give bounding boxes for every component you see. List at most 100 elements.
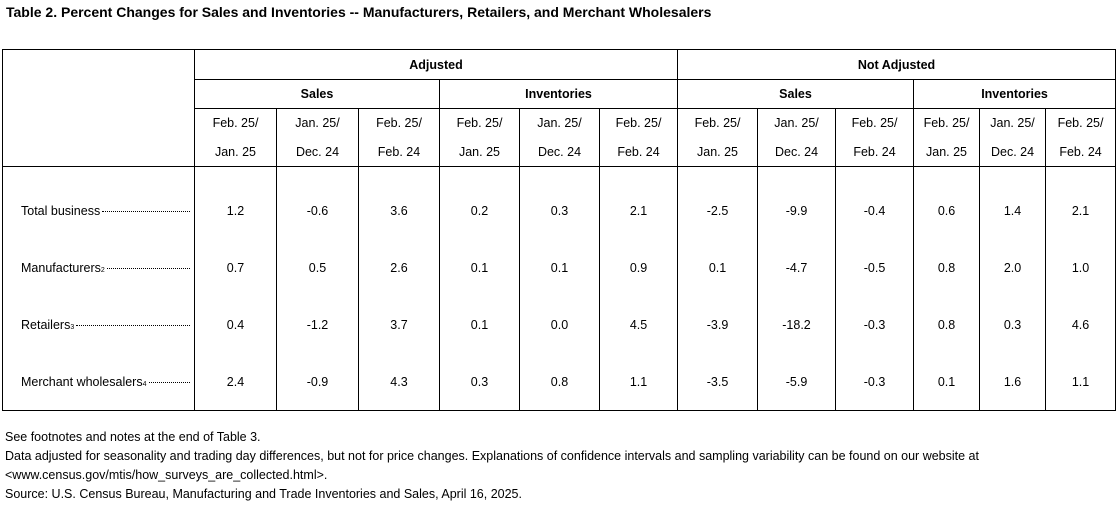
period-header-top: Feb. 25/ — [913, 108, 981, 138]
value-cell: -0.5 — [835, 239, 915, 297]
period-header-top: Feb. 25/ — [439, 108, 520, 138]
table-row: Merchant wholesalers 4 2.4 -0.9 4.3 0.3 0.8 1.1… — [2, 353, 1117, 411]
percent-changes-table: Adjusted Not Adjusted Sales Inventories … — [2, 49, 1117, 411]
value-cell: -3.5 — [677, 353, 759, 411]
period-header-bottom: Jan. 25 — [913, 137, 981, 167]
period-header-bottom: Dec. 24 — [276, 137, 359, 167]
not-adjusted-inventories-header: Inventories — [913, 79, 1117, 109]
period-header-bottom: Jan. 25 — [677, 137, 759, 167]
period-header-bottom: Jan. 25 — [194, 137, 277, 167]
value-cell: 2.1 — [1045, 182, 1117, 240]
table-title: Table 2. Percent Changes for Sales and I… — [6, 4, 712, 20]
note-line: <www.census.gov/mtis/how_surveys_are_col… — [5, 468, 328, 482]
value-cell: 1.0 — [1045, 239, 1117, 297]
value-cell: 0.8 — [913, 296, 981, 354]
value-cell: 0.6 — [913, 182, 981, 240]
note-line: Data adjusted for seasonality and tradin… — [5, 449, 979, 463]
value-cell: -0.6 — [276, 182, 359, 240]
leader-dots — [148, 381, 190, 383]
period-header-top: Feb. 25/ — [835, 108, 915, 138]
value-cell: -2.5 — [677, 182, 759, 240]
value-cell: 0.2 — [439, 182, 520, 240]
value-cell: 1.6 — [979, 353, 1047, 411]
value-cell: -0.4 — [835, 182, 915, 240]
period-header-bottom: Feb. 24 — [358, 137, 440, 167]
value-cell: -4.7 — [757, 239, 837, 297]
not-adjusted-sales-header: Sales — [677, 79, 915, 109]
period-header-top: Feb. 25/ — [599, 108, 679, 138]
spacer-row — [2, 166, 1117, 183]
period-header-top: Feb. 25/ — [194, 108, 277, 138]
adjusted-header: Adjusted — [194, 49, 679, 80]
value-cell: -18.2 — [757, 296, 837, 354]
value-cell: -5.9 — [757, 353, 837, 411]
value-cell: 1.1 — [1045, 353, 1117, 411]
row-label-cell: Merchant wholesalers 4 — [2, 353, 195, 411]
row-label: Manufacturers — [21, 261, 101, 275]
value-cell: 0.1 — [913, 353, 981, 411]
value-cell: 0.1 — [519, 239, 600, 297]
table-row: Total business 1.2 -0.6 3.6 0.2 0.3 2.1 -2.5 -9.… — [2, 182, 1117, 240]
value-cell: 0.8 — [913, 239, 981, 297]
value-cell: 2.0 — [979, 239, 1047, 297]
value-cell: 3.6 — [358, 182, 440, 240]
value-cell: 1.4 — [979, 182, 1047, 240]
period-header-bottom: Dec. 24 — [979, 137, 1047, 167]
value-cell: 0.3 — [519, 182, 600, 240]
period-header-top: Jan. 25/ — [757, 108, 837, 138]
adjusted-inventories-header: Inventories — [439, 79, 679, 109]
value-cell: -0.3 — [835, 296, 915, 354]
value-cell: 0.9 — [599, 239, 679, 297]
row-label-cell: Retailers 3 — [2, 296, 195, 354]
row-label: Retailers — [21, 318, 71, 332]
value-cell: 4.5 — [599, 296, 679, 354]
value-cell: 0.5 — [276, 239, 359, 297]
value-cell: 1.2 — [194, 182, 277, 240]
table-row: Manufacturers 2 0.7 0.5 2.6 0.1 0.1 0.9 0.1 -4.7-… — [2, 239, 1117, 297]
value-cell: -1.2 — [276, 296, 359, 354]
value-cell: 0.1 — [677, 239, 759, 297]
period-header-top: Jan. 25/ — [276, 108, 359, 138]
period-header-bottom: Feb. 24 — [599, 137, 679, 167]
value-cell: 2.4 — [194, 353, 277, 411]
value-cell: 4.3 — [358, 353, 440, 411]
not-adjusted-header: Not Adjusted — [677, 49, 1117, 80]
value-cell: 4.6 — [1045, 296, 1117, 354]
period-header-bottom: Feb. 24 — [835, 137, 915, 167]
value-cell: 2.6 — [358, 239, 440, 297]
row-label-cell: Manufacturers 2 — [2, 239, 195, 297]
period-header-top: Feb. 25/ — [677, 108, 759, 138]
row-label-cell: Total business — [2, 182, 195, 240]
value-cell: 0.7 — [194, 239, 277, 297]
value-cell: 0.3 — [979, 296, 1047, 354]
adjusted-sales-header: Sales — [194, 79, 440, 109]
period-header-bottom: Jan. 25 — [439, 137, 520, 167]
leader-dots — [102, 211, 190, 212]
note-line: Source: U.S. Census Bureau, Manufacturin… — [5, 487, 522, 501]
value-cell: 0.3 — [439, 353, 520, 411]
leader-dots — [106, 268, 190, 269]
row-label: Merchant wholesalers — [21, 374, 143, 389]
period-header-top: Feb. 25/ — [1045, 108, 1117, 138]
footnote-marker: 4 — [142, 380, 147, 388]
value-cell: 0.1 — [439, 239, 520, 297]
value-cell: -9.9 — [757, 182, 837, 240]
period-header-top: Jan. 25/ — [519, 108, 600, 138]
period-header-bottom: Feb. 24 — [1045, 137, 1117, 167]
value-cell: 2.1 — [599, 182, 679, 240]
period-header-bottom: Dec. 24 — [757, 137, 837, 167]
period-header-top: Jan. 25/ — [979, 108, 1047, 138]
value-cell: 0.4 — [194, 296, 277, 354]
footnote-marker: 3 — [70, 324, 75, 331]
value-cell: 0.0 — [519, 296, 600, 354]
table-notes: See footnotes and notes at the end of Ta… — [5, 428, 979, 504]
stub-header-cell — [2, 49, 195, 167]
period-header-bottom: Dec. 24 — [519, 137, 600, 167]
note-line: See footnotes and notes at the end of Ta… — [5, 430, 261, 444]
row-label: Total business — [21, 204, 101, 218]
table-row: Retailers 3 0.4 -1.2 3.7 0.1 0.0 4.5 -3.9 -18.2 -0… — [2, 296, 1117, 354]
period-header-top: Feb. 25/ — [358, 108, 440, 138]
value-cell: 3.7 — [358, 296, 440, 354]
value-cell: 0.8 — [519, 353, 600, 411]
value-cell: -0.9 — [276, 353, 359, 411]
